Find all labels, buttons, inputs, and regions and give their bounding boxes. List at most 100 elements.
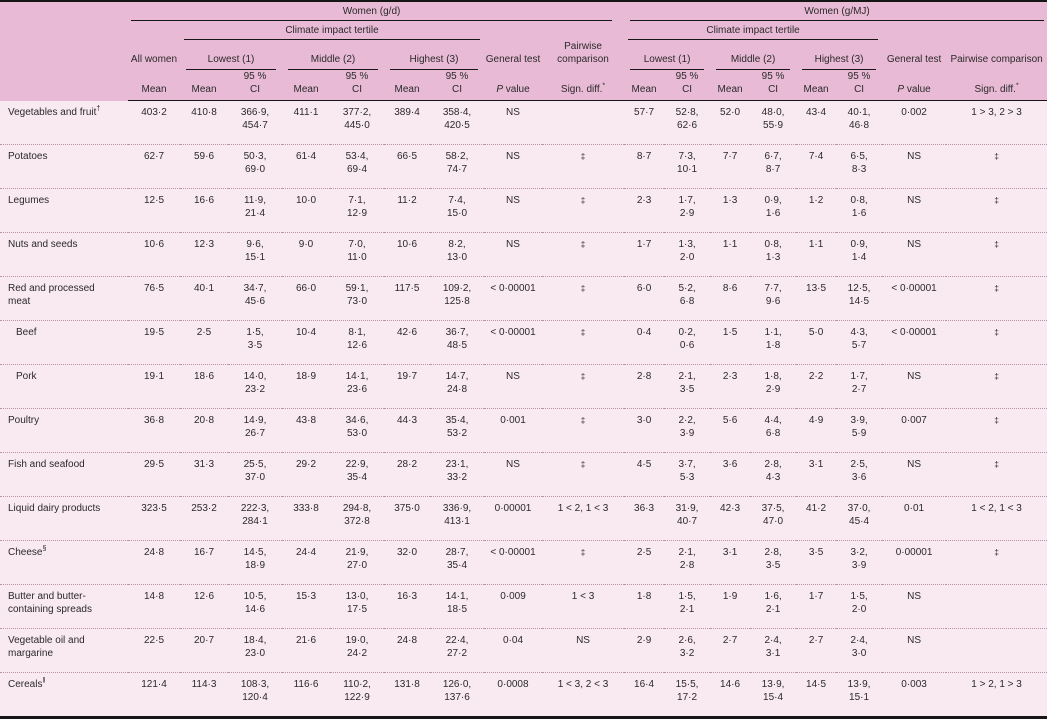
- sign-diff-value: 1 < 2, 1 < 3: [542, 496, 625, 541]
- ci-value: 4·3, 5·7: [836, 320, 883, 365]
- mean-value: 24·4: [282, 540, 330, 585]
- mean-value: 5·6: [710, 408, 751, 453]
- mean-value: 2·5: [624, 540, 665, 585]
- ci-header: 95 % CI: [664, 70, 711, 101]
- sign-diff-value: ‡: [946, 144, 1047, 189]
- general-test-header-gmj: General test: [886, 54, 942, 65]
- p-value: 0·00001: [484, 496, 542, 541]
- mean-value: 18·6: [180, 364, 228, 409]
- mean-value: 116·6: [293, 679, 319, 690]
- sign-diff-header: Sign. diff.*: [542, 70, 625, 101]
- table-row: Fish and seafood 29·5 31·3 25·5, 37·0 29·2 22·…: [0, 452, 1047, 497]
- sign-diff-value: [542, 100, 625, 145]
- ci-value: 7·7, 9·6: [750, 276, 797, 321]
- ci-value: 7·3, 10·1: [664, 144, 711, 189]
- p-value: < 0·00001: [882, 276, 947, 321]
- mean-value: 18·9: [282, 364, 330, 409]
- p-value: 0·001: [484, 408, 542, 453]
- ci-value: 0·9, 1·4: [836, 232, 883, 277]
- ci-value: 14·1, 23·6: [330, 364, 384, 409]
- sign-diff-value: 1 < 3, 2 < 3: [557, 679, 609, 690]
- ci-value: 3·7, 5·3: [664, 452, 711, 497]
- sign-diff-value: 1 < 3: [542, 584, 625, 629]
- ci-value: 0·9, 1·6: [750, 188, 797, 233]
- table-row: Beef 19·5 2·5 1·5, 3·5 10·4 8·1, 12·6 42·6 36·7, 4…: [0, 320, 1047, 365]
- mean-value: 8·7: [624, 144, 665, 189]
- mean-value: 29·5: [128, 452, 180, 497]
- food-label: Vegetable oil and margarine: [0, 628, 128, 673]
- p-value: NS: [484, 364, 542, 409]
- pairwise-comparison-header-gmj: Pairwise comparison: [950, 54, 1043, 65]
- mean-value: 21·6: [282, 628, 330, 673]
- measure-header-row: Mean Mean 95 % CI Mean 95 % CI Mean 95 % CI…: [0, 70, 1047, 101]
- mean-value: 12·6: [180, 584, 228, 629]
- ci-value: 1·7, 2·9: [664, 188, 711, 233]
- mean-value: 6·0: [624, 276, 665, 321]
- mean-value: 13·5: [796, 276, 837, 321]
- p-value: 0·01: [882, 496, 947, 541]
- ci-value: 1·7, 2·7: [836, 364, 883, 409]
- mean-value: 3·1: [710, 540, 751, 585]
- sign-diff-value: [946, 584, 1047, 629]
- p-value: NS: [882, 452, 947, 497]
- tertile-label-row: All women Lowest (1) Middle (2) Highest …: [0, 40, 1047, 70]
- ci-value: 1·5, 2·1: [664, 584, 711, 629]
- mean-value: 3·0: [624, 408, 665, 453]
- sign-diff-value: ‡: [542, 540, 625, 585]
- p-value: < 0·00001: [882, 320, 947, 365]
- ci-value: 14·7, 24·8: [430, 364, 484, 409]
- ci-value: 37·0, 45·4: [836, 496, 883, 541]
- mean-header: Mean: [180, 70, 228, 101]
- mean-header: Mean: [796, 70, 837, 101]
- ci-value: 35·4, 53·2: [430, 408, 484, 453]
- ci-value: 377·2, 445·0: [330, 100, 384, 145]
- mean-value: 12·3: [180, 232, 228, 277]
- mean-value: 7·7: [710, 144, 751, 189]
- mean-value: 62·7: [128, 144, 180, 189]
- ci-value: 5·2, 6·8: [664, 276, 711, 321]
- ci-value: 4·4, 6·8: [750, 408, 797, 453]
- ci-value: 36·7, 48·5: [430, 320, 484, 365]
- food-label: Potatoes: [0, 144, 128, 189]
- ci-value: 7·0, 11·0: [330, 232, 384, 277]
- mean-value: 1·5: [710, 320, 751, 365]
- mean-value: 14·6: [720, 679, 741, 690]
- mean-value: 1·3: [710, 188, 751, 233]
- p-value: NS: [484, 144, 542, 189]
- mean-value: 20·7: [180, 628, 228, 673]
- table-row: Red and processed meat 76·5 40·1 34·7, 45·6 6…: [0, 276, 1047, 321]
- ci-value: 1·3, 2·0: [664, 232, 711, 277]
- ci-value: 37·5, 47·0: [750, 496, 797, 541]
- sign-diff-value: ‡: [946, 364, 1047, 409]
- sign-diff-value: 1 > 3, 2 > 3: [946, 100, 1047, 145]
- ci-value: 9·6, 15·1: [228, 232, 282, 277]
- food-column-header: [0, 1, 128, 101]
- table-row: Vegetables and fruit† 403·2 410·8 366·9, 454…: [0, 100, 1047, 145]
- mean-value: 10·6: [128, 232, 180, 277]
- ci-value: 222·3, 284·1: [228, 496, 282, 541]
- mean-value: 0·4: [624, 320, 665, 365]
- mean-value: 389·4: [384, 100, 430, 145]
- sign-diff-value: ‡: [946, 232, 1047, 277]
- ci-value: 48·0, 55·9: [750, 100, 797, 145]
- ci-value: 366·9, 454·7: [228, 100, 282, 145]
- ci-value: 25·5, 37·0: [228, 452, 282, 497]
- ci-value: 53·4, 69·4: [330, 144, 384, 189]
- mean-value: 66·5: [384, 144, 430, 189]
- mean-value: 411·1: [282, 100, 330, 145]
- mean-value: 24·8: [128, 540, 180, 585]
- p-value: NS: [882, 364, 947, 409]
- mean-value: 76·5: [128, 276, 180, 321]
- ci-value: 52·8, 62·6: [664, 100, 711, 145]
- sign-diff-value: ‡: [542, 144, 625, 189]
- ci-value: 10·5, 14·6: [228, 584, 282, 629]
- mean-value: 41·2: [796, 496, 837, 541]
- ci-value: 13·9, 15·4: [761, 679, 785, 703]
- ci-value: 14·0, 23·2: [228, 364, 282, 409]
- ci-value: 34·7, 45·6: [228, 276, 282, 321]
- food-label: Cereals‖: [8, 677, 46, 690]
- ci-header: 95 % CI: [430, 70, 484, 101]
- mean-value: 66·0: [282, 276, 330, 321]
- sign-diff-value: ‡: [542, 276, 625, 321]
